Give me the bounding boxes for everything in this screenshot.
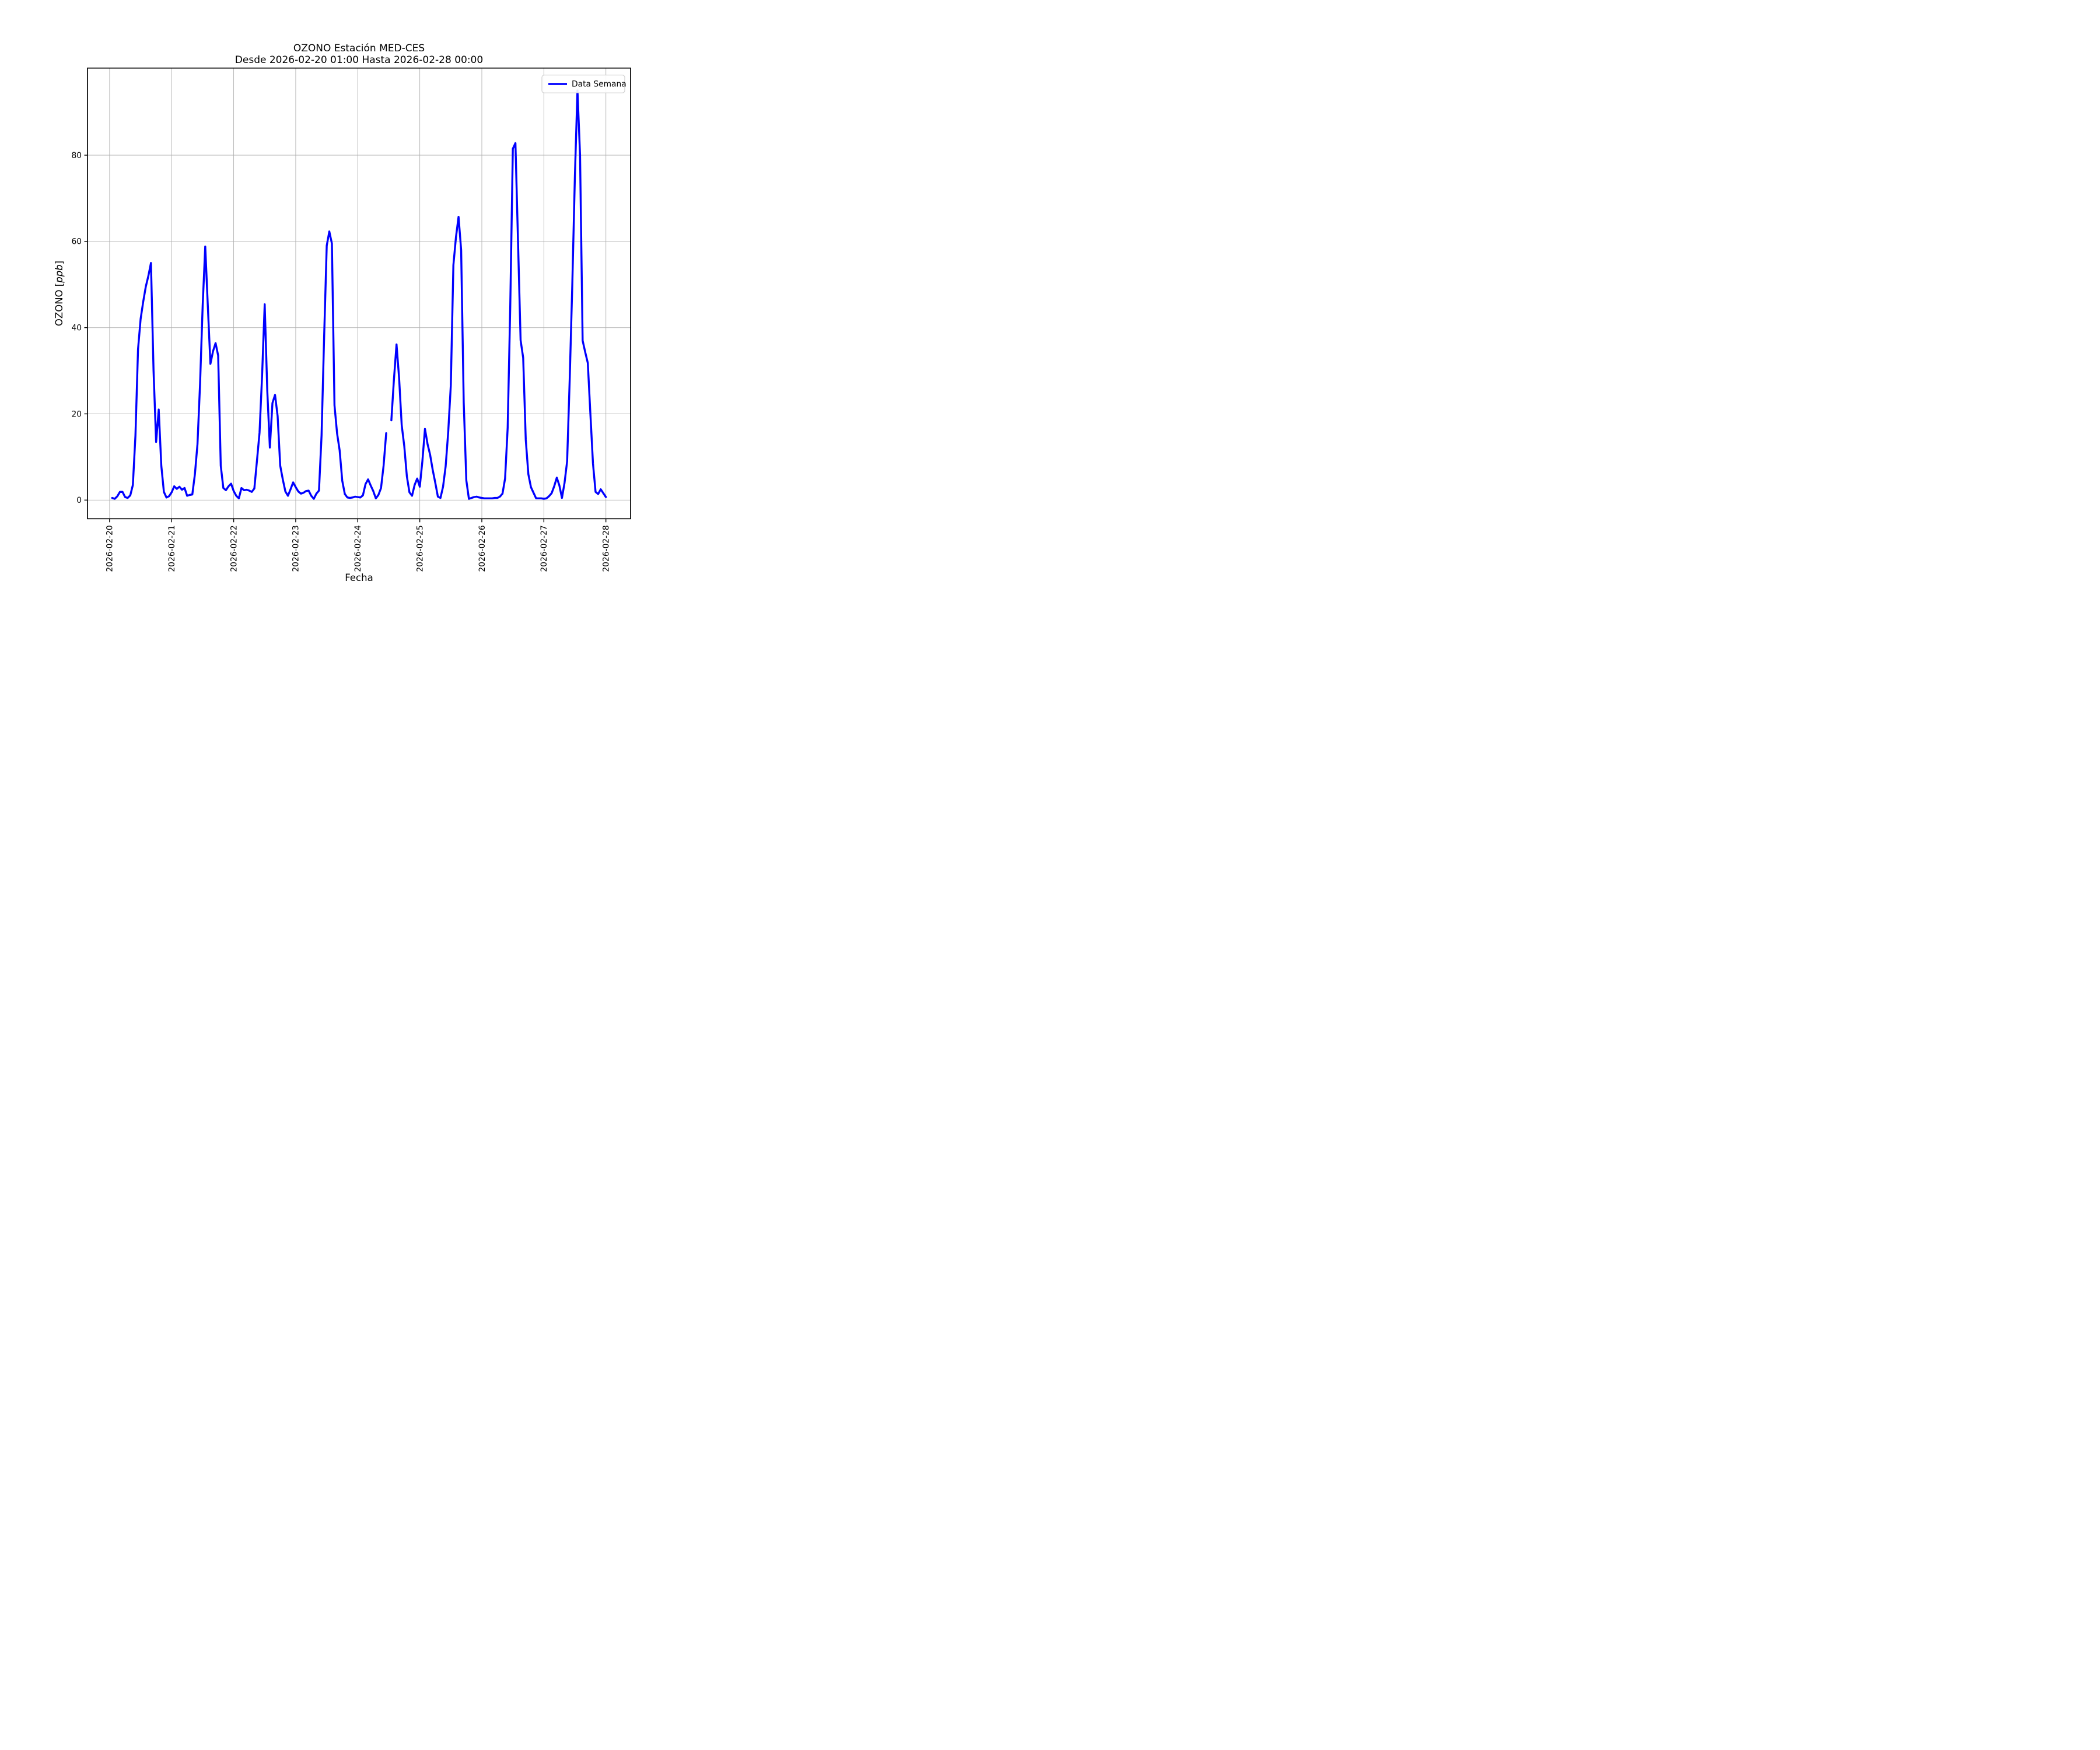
y-tick-label: 20 xyxy=(71,410,82,419)
x-axis-label: Fecha xyxy=(345,572,373,583)
legend-box xyxy=(541,75,625,93)
x-tick-label: 2026-02-21 xyxy=(167,525,177,572)
x-tick-label: 2026-02-20 xyxy=(106,525,115,572)
x-tick-label: 2026-02-27 xyxy=(540,525,549,572)
figure: 0 20 40 60 80 2026-02-20 2026-02-21 2026-02-22 2… xyxy=(0,0,700,583)
x-tick-label: 2026-02-23 xyxy=(292,525,301,572)
y-tick-label: 60 xyxy=(71,237,82,247)
y-axis-label-unit: ppb xyxy=(54,264,65,283)
tick-layer: 0 20 40 60 80 2026-02-20 2026-02-21 2026-02-22 2… xyxy=(71,151,611,572)
x-tick-label: 2026-02-25 xyxy=(415,525,425,572)
y-tick-label: 40 xyxy=(71,323,82,332)
legend-label: Data Semana xyxy=(572,80,626,89)
y-axis-label: OZONO [ppb] xyxy=(54,261,65,326)
legend: Data Semana xyxy=(541,75,626,93)
x-tick-label: 2026-02-22 xyxy=(229,525,239,572)
x-tick-label: 2026-02-26 xyxy=(478,525,487,572)
y-tick-label: 0 xyxy=(76,496,82,505)
x-tick-label: 2026-02-28 xyxy=(601,525,611,572)
chart-title-line1: OZONO Estación MED-CES xyxy=(293,43,425,54)
x-tick-label: 2026-02-24 xyxy=(354,525,363,572)
data-semana-line xyxy=(111,89,607,500)
chart-title-line2: Desde 2026-02-20 01:00 Hasta 2026-02-28 … xyxy=(235,54,483,66)
plot-border xyxy=(87,67,631,520)
ozone-chart: 0 20 40 60 80 2026-02-20 2026-02-21 2026-02-22 2… xyxy=(54,43,631,583)
y-axis-label-suffix: ] xyxy=(54,261,65,264)
y-tick-label: 80 xyxy=(71,151,82,160)
series-layer xyxy=(111,89,607,500)
y-axis-label-prefix: OZONO [ xyxy=(54,283,65,326)
grid-layer xyxy=(88,68,631,519)
